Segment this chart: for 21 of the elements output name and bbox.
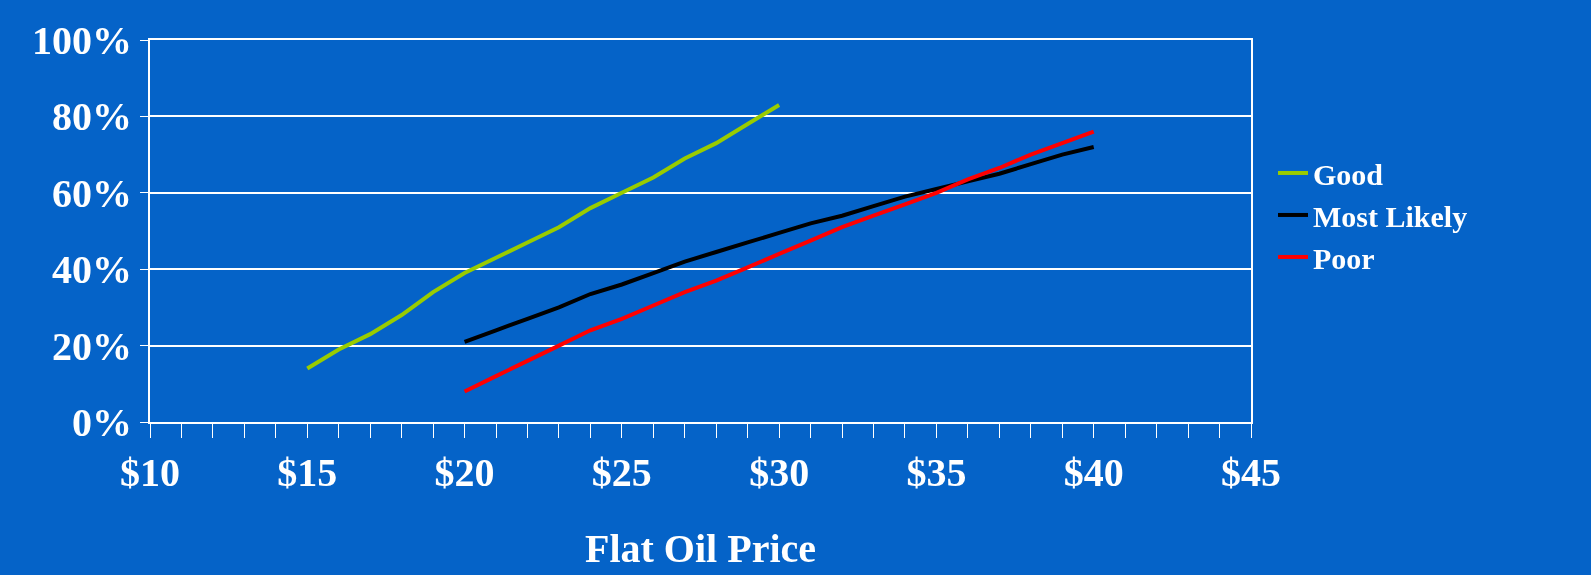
line-series — [462, 129, 1096, 394]
legend-label: Poor — [1313, 241, 1375, 275]
line-series — [462, 144, 1096, 344]
x-tick-label: $10 — [120, 450, 180, 495]
x-axis-title: Flat Oil Price — [584, 526, 817, 571]
x-tick-label: $20 — [434, 450, 495, 495]
y-tick-label: 20% — [52, 323, 132, 369]
legend-label: Good — [1313, 157, 1384, 191]
y-tick-label: 60% — [52, 170, 132, 216]
legend-label: Most Likely — [1313, 199, 1468, 233]
line-series — [305, 102, 782, 371]
x-tick-label: $40 — [1063, 450, 1124, 495]
y-tick-label: 0% — [72, 400, 132, 445]
y-tick-label: 80% — [52, 94, 132, 140]
x-tick-label: $15 — [277, 450, 338, 495]
x-tick-label: $30 — [749, 450, 810, 495]
x-tick-label: $45 — [1221, 450, 1281, 495]
x-tick-label: $35 — [906, 450, 967, 495]
y-tick-label: 100% — [32, 18, 132, 63]
x-tick-label: $25 — [591, 450, 652, 495]
y-tick-label: 40% — [52, 247, 132, 293]
